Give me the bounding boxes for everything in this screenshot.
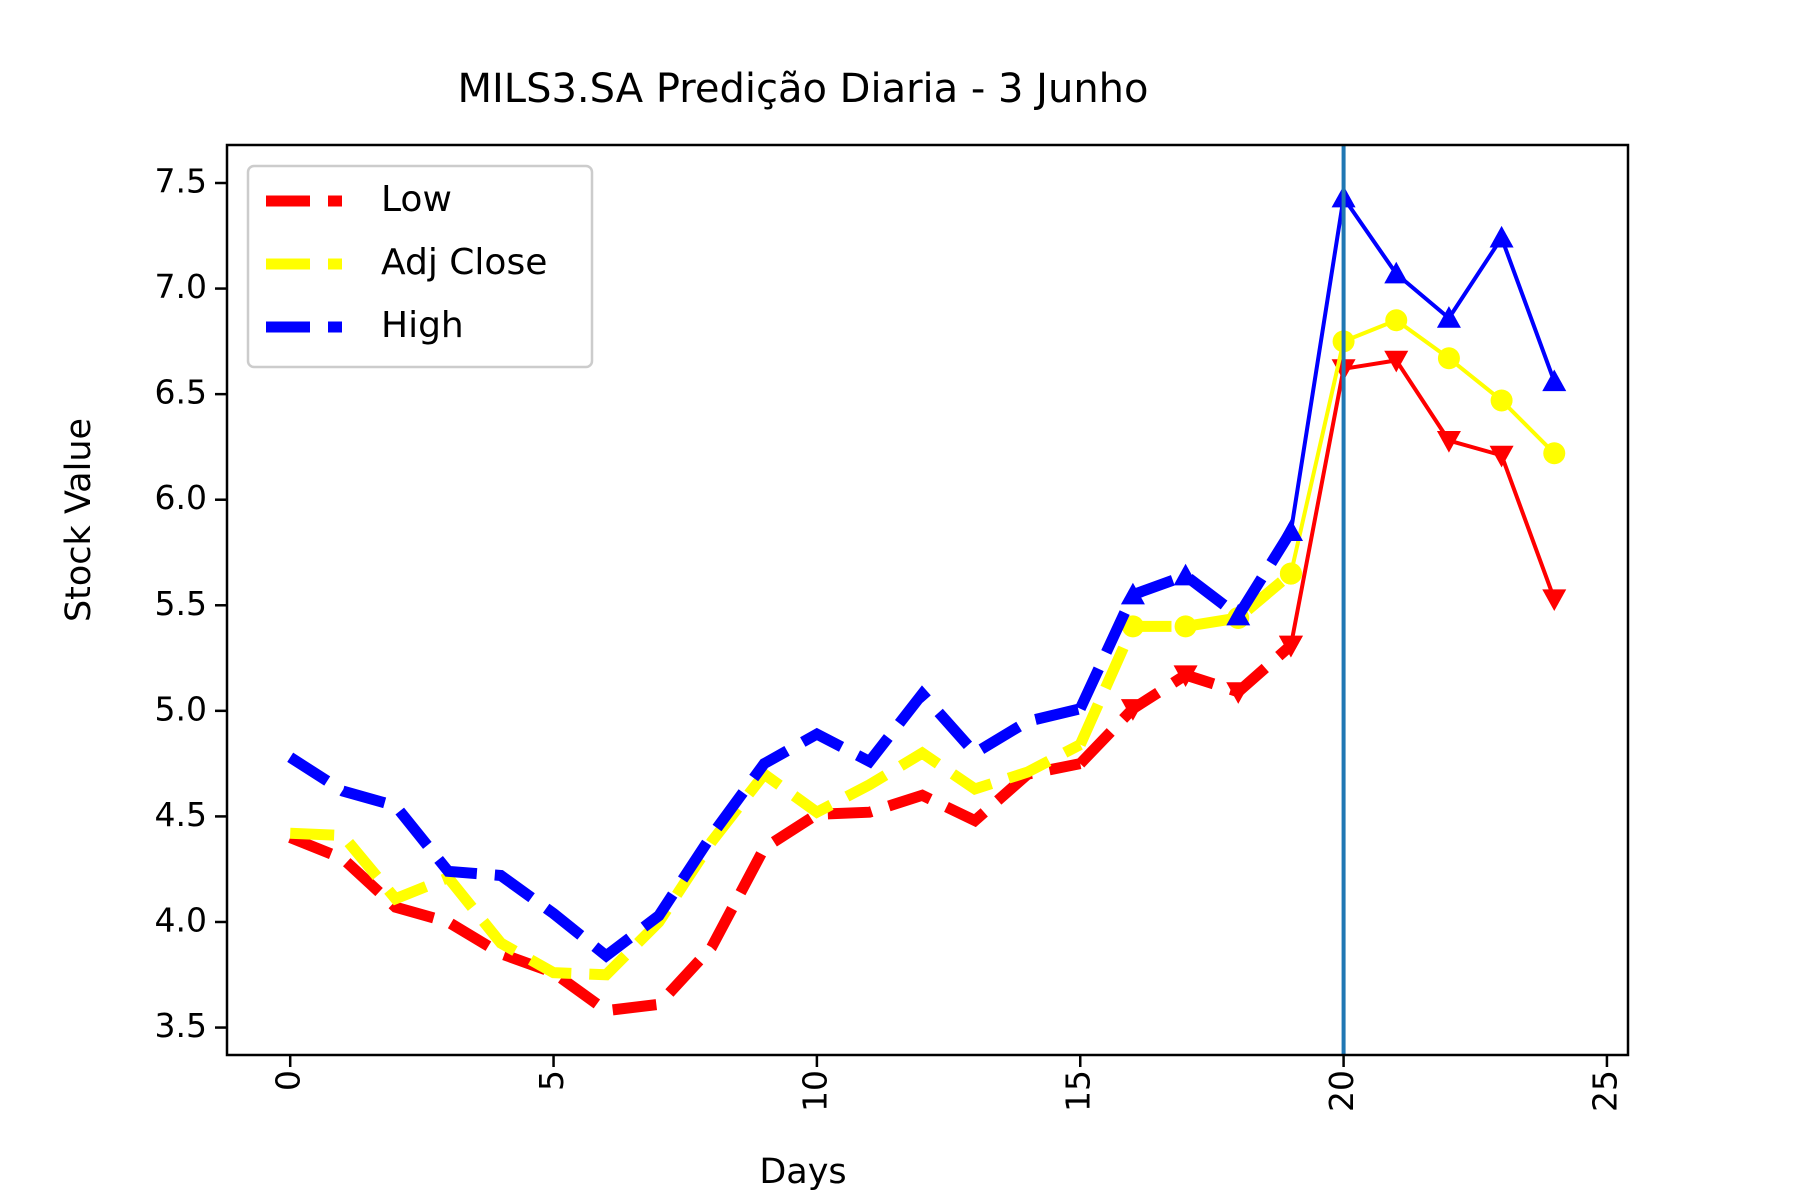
series-high-mid-marker <box>1173 563 1198 586</box>
series-adj-close-forecast-marker <box>1437 347 1460 370</box>
series-high-forecast-line <box>1288 195 1557 532</box>
y-tick-label: 7.5 <box>155 162 207 201</box>
x-tick-label: 20 <box>1322 1070 1361 1112</box>
series-high-mid-marker <box>1226 603 1251 626</box>
series-low-forecast-marker <box>1436 430 1461 453</box>
series-low-forecast-marker <box>1278 635 1303 658</box>
x-tick-label: 0 <box>269 1070 308 1091</box>
series-adj-close-forecast-marker <box>1279 562 1302 585</box>
series-low-mid-marker <box>1226 682 1251 704</box>
series-high-forecast-marker <box>1542 369 1567 392</box>
series-high-forecast-marker <box>1278 519 1303 541</box>
legend-label: Adj Close <box>381 242 547 283</box>
series-low-mid-marker <box>1120 699 1145 721</box>
series-high-history-line <box>287 685 1082 963</box>
series-high-forecast-marker <box>1489 225 1514 248</box>
x-axis-label: Days <box>759 1152 846 1192</box>
plot-series-group <box>287 145 1567 1055</box>
series-low-forecast-marker <box>1489 445 1514 468</box>
y-tick-label: 6.0 <box>155 478 207 517</box>
legend-box <box>246 164 594 369</box>
series-adj-close-mid-marker <box>1121 615 1144 638</box>
x-tick-label: 25 <box>1585 1070 1624 1112</box>
series-adj-close-mid-line <box>1075 569 1295 747</box>
series-adj-close-forecast-marker <box>1385 309 1408 332</box>
y-tick-label: 4.0 <box>155 900 207 939</box>
legend-label: High <box>381 305 464 346</box>
axes-frame <box>225 143 1630 1057</box>
legend-label: Low <box>381 179 452 220</box>
series-low-forecast-marker <box>1542 589 1567 611</box>
series-high-mid-line <box>1075 528 1296 712</box>
y-tick-label: 4.5 <box>155 795 207 834</box>
chart-title: MILS3.SA Predição Diaria - 3 Junho <box>458 66 1149 112</box>
series-adj-close-forecast-line <box>1288 318 1556 575</box>
plot-area <box>287 145 1567 1055</box>
y-tick-label: 5.0 <box>155 689 207 728</box>
y-axis-label: Stock Value <box>59 418 99 622</box>
series-adj-close-history-line <box>289 739 1083 981</box>
y-tick-label: 6.5 <box>155 373 207 412</box>
series-adj-close-mid-marker <box>1174 615 1197 638</box>
legend: Low Adj Close High <box>246 164 594 369</box>
y-tick-label: 5.5 <box>155 584 207 623</box>
series-adj-close-forecast-marker <box>1543 442 1566 465</box>
axes: 0 5 10 15 20 25 3.5 4.0 4.5 5.0 5.5 6.0 6.5 7.0 7.5 <box>155 143 1630 1112</box>
series-low-forecast-line <box>1288 358 1557 646</box>
x-tick-label: 15 <box>1059 1070 1098 1112</box>
series-high-mid-marker <box>1120 582 1145 605</box>
series-adj-close-forecast-marker <box>1490 389 1513 412</box>
series-low-mid-marker <box>1173 665 1198 687</box>
y-tick-label: 3.5 <box>155 1006 207 1045</box>
series-low-history-line <box>288 758 1082 1017</box>
series-high-forecast-marker <box>1436 306 1461 328</box>
x-tick-label: 10 <box>795 1070 834 1112</box>
y-tick-label: 7.0 <box>155 267 207 306</box>
series-low-forecast-marker <box>1384 350 1409 373</box>
series-high-forecast-marker <box>1384 261 1409 284</box>
x-tick-label: 5 <box>532 1070 571 1091</box>
